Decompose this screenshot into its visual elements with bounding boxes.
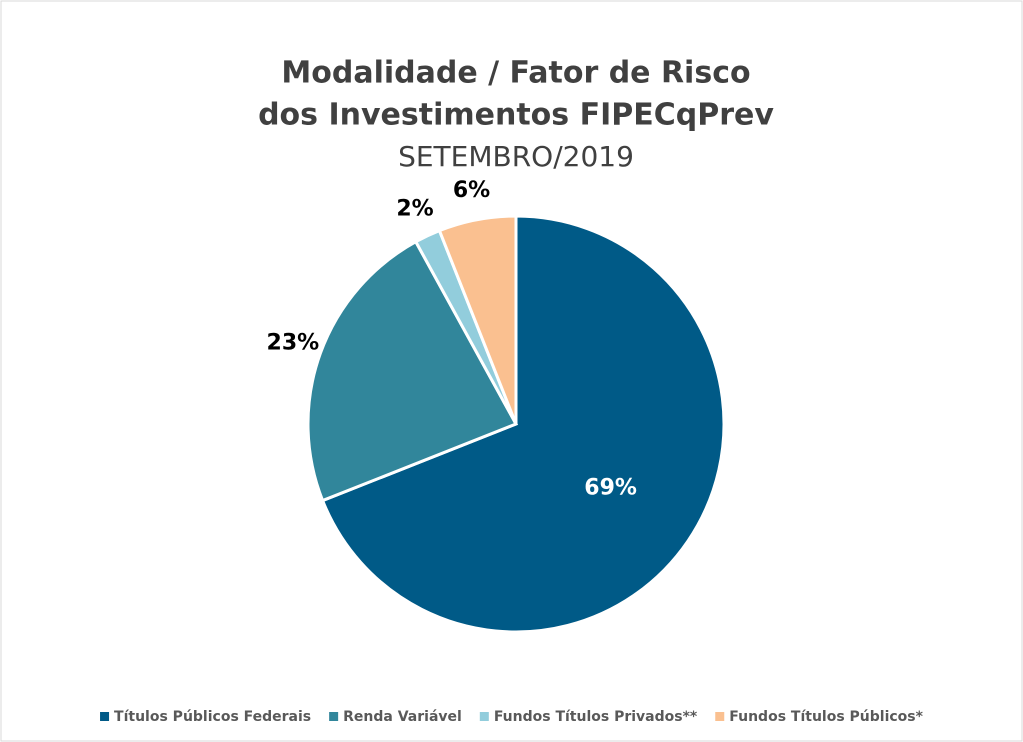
data-label: 6% [453, 178, 490, 203]
chart-subtitle: SETEMBRO/2019 [398, 140, 634, 173]
chart-title: Modalidade / Fator de Risco [281, 56, 750, 91]
legend-swatch [715, 712, 725, 721]
legend-label: Títulos Públicos Federais [114, 709, 311, 725]
chart-title: dos Investimentos FIPECqPrev [258, 98, 774, 133]
legend-label: Renda Variável [343, 709, 462, 725]
legend-swatch [329, 712, 339, 721]
pie-slice [437, 214, 518, 425]
pie-slice [306, 239, 519, 503]
data-label: 69% [584, 475, 637, 500]
data-label: 23% [267, 331, 320, 356]
data-label: 2% [396, 196, 433, 221]
legend: Títulos Públicos Federais Renda Variável F… [100, 709, 924, 725]
legend-swatch [100, 712, 110, 721]
legend-label: Fundos Títulos Privados** [494, 709, 698, 725]
legend-label: Fundos Títulos Públicos* [729, 709, 923, 725]
legend-swatch [479, 712, 489, 721]
pie-slice [320, 214, 726, 634]
